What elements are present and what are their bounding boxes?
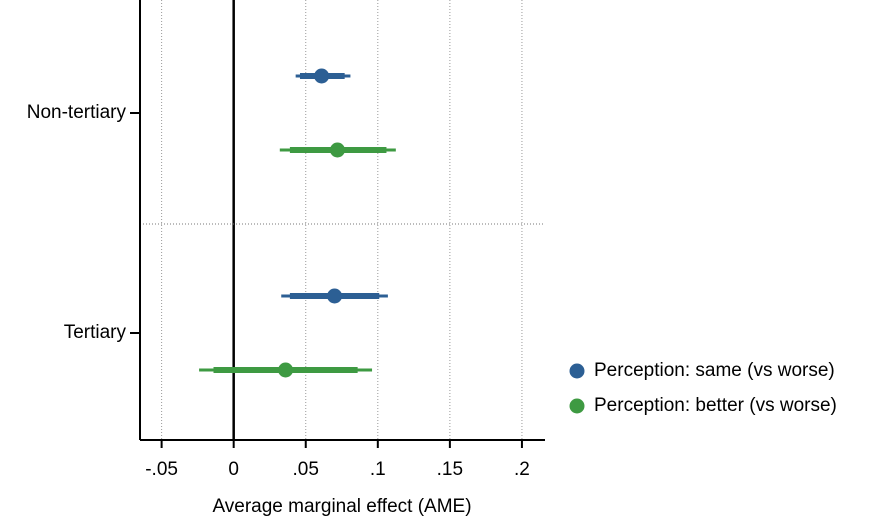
y-tick-label: Non-tertiary	[27, 102, 127, 123]
legend-label: Perception: same (vs worse)	[594, 360, 835, 381]
y-tick-label: Tertiary	[64, 322, 127, 343]
x-tick-label: -.05	[145, 459, 178, 480]
x-tick-label: .15	[437, 459, 463, 480]
point	[327, 288, 343, 304]
legend-label: Perception: better (vs worse)	[594, 395, 837, 416]
legend-marker	[569, 398, 585, 414]
legend-marker	[569, 363, 585, 379]
x-tick-label: .05	[293, 459, 319, 480]
x-tick-label: .1	[370, 459, 386, 480]
x-tick-label: .2	[514, 459, 530, 480]
x-axis-label: Average marginal effect (AME)	[212, 496, 471, 517]
point	[329, 142, 345, 158]
point	[278, 362, 294, 378]
point	[314, 68, 330, 84]
x-tick-label: 0	[228, 459, 239, 480]
